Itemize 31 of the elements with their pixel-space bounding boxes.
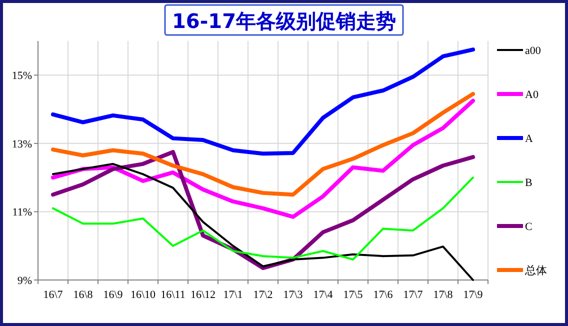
y-tick-label: 9% xyxy=(17,275,32,287)
x-tick-label: 17\3 xyxy=(283,289,304,301)
x-tick-label: 17\9 xyxy=(463,289,484,301)
x-tick-label: 16\12 xyxy=(190,289,216,301)
chart-title: 16-17年各级别促销走势 xyxy=(172,9,396,33)
legend-label: 总体 xyxy=(524,264,547,277)
legend-label: B xyxy=(525,177,532,189)
y-tick-label: 15% xyxy=(12,70,32,82)
legend-label: a00 xyxy=(525,45,542,57)
x-tick-label: 17\6 xyxy=(373,289,394,301)
x-tick-label: 17\1 xyxy=(223,289,243,301)
legend-label: C xyxy=(525,221,532,233)
line-series xyxy=(51,98,475,219)
x-tick-label: 17\7 xyxy=(403,289,424,301)
legend-label: A xyxy=(525,133,533,145)
y-tick-label: 13% xyxy=(12,138,32,150)
y-tick-label: 11% xyxy=(12,206,32,219)
line-series xyxy=(51,92,475,197)
line-series xyxy=(51,48,475,156)
x-tick-label: 16\8 xyxy=(73,289,94,301)
x-tick-label: 16\11 xyxy=(160,289,186,301)
x-tick-label: 17\8 xyxy=(433,289,454,301)
x-tick-label: 17\5 xyxy=(343,289,364,301)
x-tick-label: 17\4 xyxy=(313,289,334,301)
line-series xyxy=(52,176,474,261)
x-tick-label: 16\9 xyxy=(103,289,124,301)
legend-label: A0 xyxy=(525,89,539,101)
line-series xyxy=(52,162,474,281)
x-tick-label: 17\2 xyxy=(253,289,273,301)
x-tick-label: 16\10 xyxy=(130,289,156,301)
x-tick-label: 16\7 xyxy=(43,289,64,301)
